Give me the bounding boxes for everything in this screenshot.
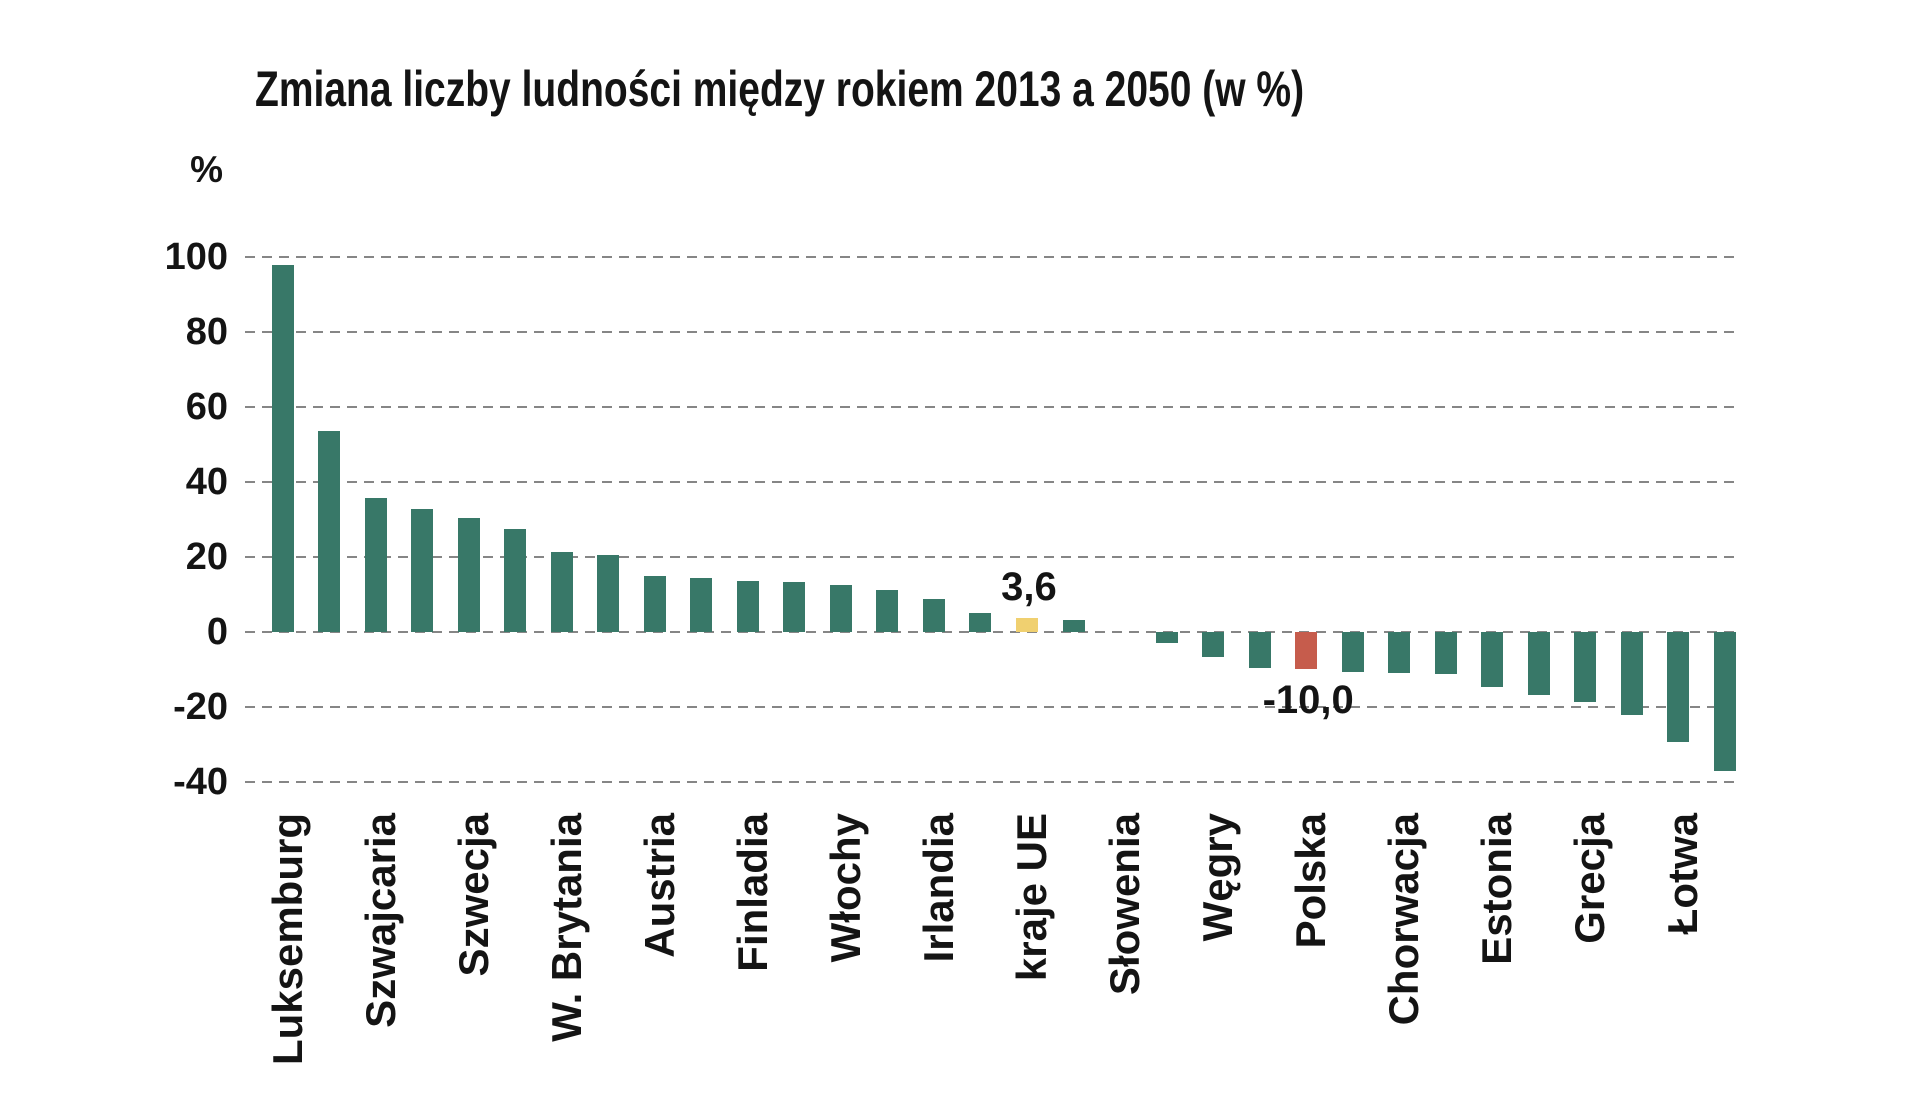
bar-unlabeled-32	[1713, 631, 1736, 772]
y-tick-label-40: 40	[185, 460, 228, 503]
x-axis-label-austria: Austria	[635, 813, 683, 958]
bar-unlabeled-14	[876, 589, 899, 632]
bar-unlabeled-20	[1155, 631, 1178, 643]
bar-włochy	[829, 585, 852, 632]
y-tick-label-0: 0	[206, 610, 228, 653]
x-axis-label-finladia: Finladia	[728, 813, 776, 972]
bar-szwajcaria	[364, 498, 387, 632]
x-axis-label-słowenia: Słowenia	[1101, 813, 1149, 996]
y-gridline-0	[245, 630, 1740, 633]
bar-unlabeled-8	[597, 554, 620, 632]
bar-value-annotation-polska: -10,0	[1262, 678, 1354, 723]
bar-austria	[643, 575, 666, 632]
bar-unlabeled-28	[1527, 631, 1550, 696]
y-tick-label--40: -40	[173, 760, 228, 803]
y-tick-label--20: -20	[173, 685, 228, 728]
bar-unlabeled-30	[1620, 631, 1643, 715]
bar-estonia	[1481, 631, 1504, 688]
bar-unlabeled-22	[1248, 631, 1271, 669]
y-gridline-40	[245, 480, 1740, 483]
y-gridline-60	[245, 405, 1740, 408]
y-gridline--20	[245, 705, 1740, 708]
bar-unlabeled-12	[783, 582, 806, 632]
x-axis-label-szwajcaria: Szwajcaria	[356, 813, 404, 1028]
x-axis-label-estonia: Estonia	[1473, 813, 1521, 965]
x-axis-label-w-brytania: W. Brytania	[542, 813, 590, 1042]
bar-grecja	[1574, 631, 1597, 703]
bar-unlabeled-6	[504, 529, 527, 632]
bar-w-brytania	[550, 551, 573, 632]
x-axis-label-kraje-ue: kraje UE	[1007, 813, 1055, 982]
bar-chorwacja	[1388, 631, 1411, 673]
x-axis-label-włochy: Włochy	[821, 813, 869, 963]
bar-kraje-ue	[1015, 618, 1038, 632]
y-tick-label-100: 100	[164, 236, 228, 279]
bar-unlabeled-18	[1062, 620, 1085, 632]
y-tick-label-60: 60	[185, 385, 228, 428]
bar-irlandia	[922, 598, 945, 632]
y-gridline-100	[245, 256, 1740, 259]
x-axis-label-łotwa: Łotwa	[1659, 813, 1707, 935]
y-gridline--40	[245, 780, 1740, 783]
bar-szwecja	[457, 518, 480, 632]
x-axis-label-szwecja: Szwecja	[449, 813, 497, 977]
y-tick-label-80: 80	[185, 310, 228, 353]
y-gridline-80	[245, 330, 1740, 333]
bar-value-annotation-kraje-ue: 3,6	[1001, 565, 1057, 610]
bar-unlabeled-26	[1434, 631, 1457, 674]
x-axis-label-polska: Polska	[1287, 813, 1335, 949]
x-axis-label-chorwacja: Chorwacja	[1380, 813, 1428, 1026]
bar-węgry	[1202, 631, 1225, 658]
bar-unlabeled-2	[318, 430, 341, 632]
bar-finladia	[736, 581, 759, 632]
x-axis-label-luksemburg: Luksemburg	[263, 813, 311, 1066]
bar-luksemburg	[271, 264, 294, 632]
chart-title: Zmiana liczby ludności między rokiem 201…	[255, 61, 1305, 117]
bar-unlabeled-16	[969, 612, 992, 632]
bar-polska	[1295, 631, 1318, 670]
x-axis-label-węgry: Węgry	[1194, 813, 1242, 942]
bar-łotwa	[1667, 631, 1690, 743]
y-tick-label-20: 20	[185, 535, 228, 578]
bar-unlabeled-24	[1341, 631, 1364, 672]
y-gridline-20	[245, 555, 1740, 558]
y-axis-unit-label: %	[190, 149, 223, 190]
bar-unlabeled-10	[690, 578, 713, 632]
x-axis-label-grecja: Grecja	[1566, 813, 1614, 944]
bar-unlabeled-4	[411, 509, 434, 632]
x-axis-label-irlandia: Irlandia	[914, 813, 962, 963]
